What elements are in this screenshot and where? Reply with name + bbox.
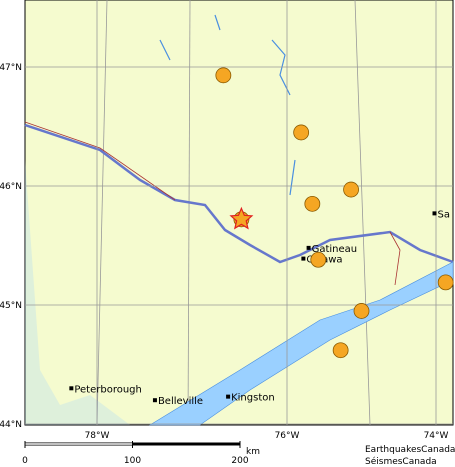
city-label: Belleville bbox=[158, 396, 203, 407]
lon-label: 76°W bbox=[275, 431, 300, 441]
earthquake bbox=[215, 67, 232, 84]
main-event bbox=[229, 206, 254, 230]
lat-label: 45°N bbox=[0, 301, 22, 311]
city-marker bbox=[226, 394, 231, 399]
city-marker bbox=[306, 245, 311, 250]
city-label: Peterborough bbox=[74, 384, 142, 395]
city-marker bbox=[432, 211, 437, 216]
credit: SéismesCanada bbox=[365, 456, 437, 467]
earthquake bbox=[332, 342, 349, 359]
earthquake bbox=[353, 303, 370, 319]
earthquake bbox=[310, 251, 327, 268]
earthquake bbox=[437, 274, 454, 291]
scale-label: 100 bbox=[124, 456, 141, 466]
city-label: Kingston bbox=[231, 393, 275, 404]
lat-label: 47°N bbox=[0, 63, 22, 73]
credit: EarthquakesCanada bbox=[365, 445, 455, 455]
lon-label: 78°W bbox=[85, 431, 110, 441]
city-marker bbox=[301, 256, 306, 261]
lake bbox=[25, 160, 130, 425]
lat-label: 44°N bbox=[0, 420, 22, 430]
meridians bbox=[96, 0, 371, 426]
city-label: Gatineau bbox=[312, 244, 358, 255]
city-label: Sa bbox=[438, 209, 450, 220]
scale-label: 200 bbox=[231, 456, 248, 466]
border bbox=[24, 121, 401, 286]
scale-label: 0 bbox=[22, 456, 28, 466]
lat-label: 46°N bbox=[0, 182, 22, 192]
city-marker bbox=[152, 398, 157, 403]
scale-unit: km bbox=[246, 447, 260, 457]
earthquake bbox=[304, 195, 321, 212]
lon-label: 74°W bbox=[424, 431, 449, 441]
earthquake bbox=[293, 124, 310, 141]
rivers bbox=[159, 14, 296, 196]
city-marker bbox=[69, 386, 74, 391]
earthquake bbox=[343, 181, 359, 198]
